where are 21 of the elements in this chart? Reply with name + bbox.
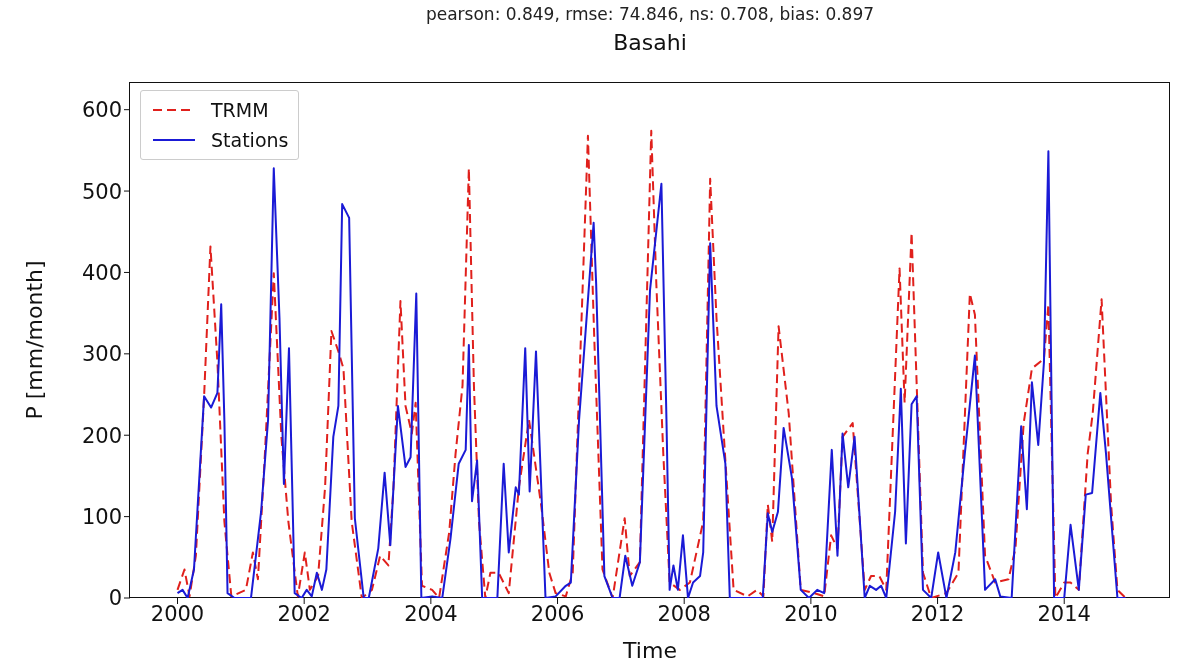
y-tick-label: 100	[81, 505, 122, 530]
y-tick-label: 0	[108, 586, 122, 611]
chart-subtitle: pearson: 0.849, rmse: 74.846, ns: 0.708, bias: 0.897	[424, 4, 876, 24]
y-tick-label: 600	[81, 98, 122, 123]
legend-label: TRMM	[211, 99, 269, 121]
x-axis-title: Time	[622, 638, 677, 663]
x-tick-label: 2002	[277, 601, 331, 626]
x-tick-label: 2008	[657, 601, 711, 626]
x-tick-label: 2006	[530, 601, 585, 626]
x-tick-label: 2010	[784, 601, 838, 626]
y-axis-title: P [mm/month]	[21, 260, 47, 420]
x-tick-label: 2004	[404, 601, 458, 626]
legend-label: Stations	[211, 129, 289, 151]
x-tick-label: 2000	[150, 601, 205, 626]
x-tick-label: 2014	[1037, 601, 1091, 626]
y-tick-label: 200	[81, 423, 122, 448]
y-tick-label: 300	[81, 342, 122, 367]
chart-title: Basahi	[612, 30, 688, 55]
x-tick-label: 2012	[910, 601, 965, 626]
y-tick-label: 400	[81, 260, 122, 285]
y-tick-label: 500	[81, 179, 122, 204]
